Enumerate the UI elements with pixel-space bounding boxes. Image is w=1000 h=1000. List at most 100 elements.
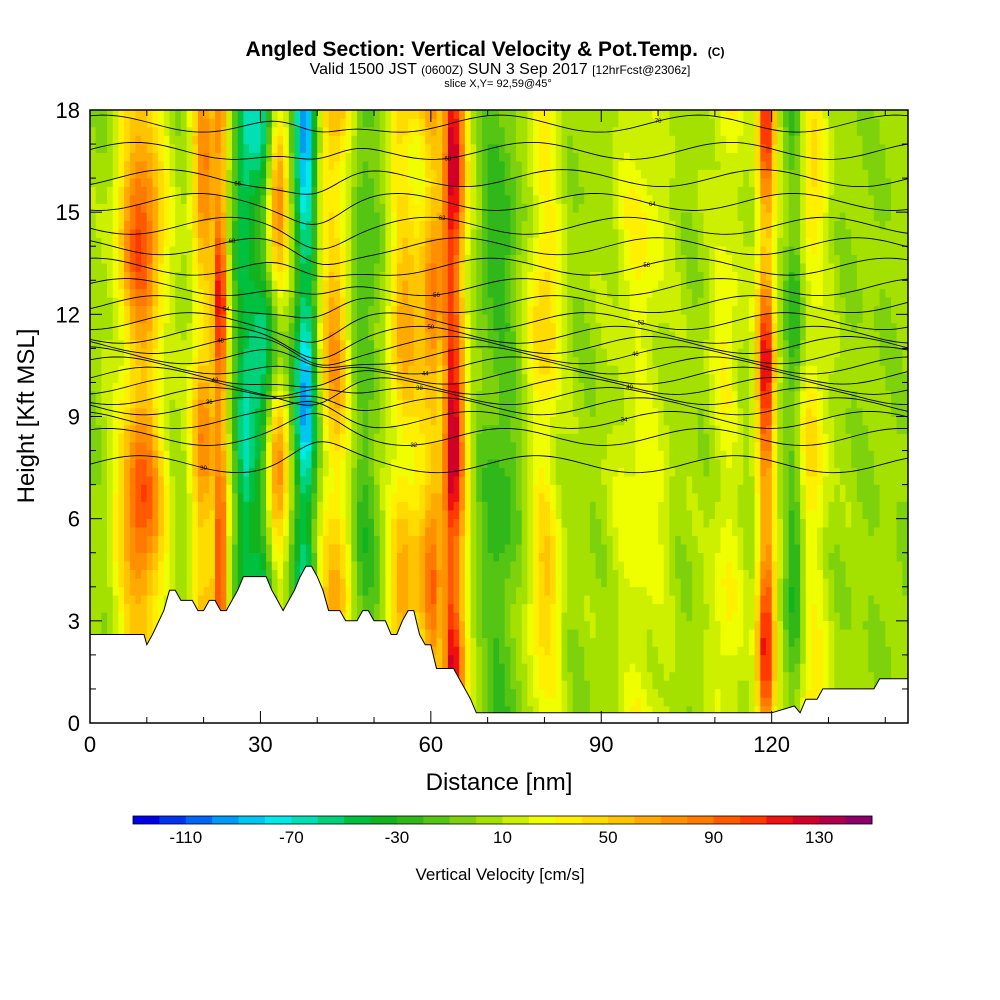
velocity-cell [641,492,648,502]
velocity-cell [879,441,886,451]
velocity-cell [271,492,279,502]
velocity-cell [163,433,171,443]
velocity-cell [425,595,432,605]
velocity-cell [476,535,483,545]
velocity-cell [868,492,875,502]
velocity-cell [101,484,108,494]
velocity-cell [311,458,318,468]
velocity-cell [624,543,631,554]
velocity-cell [618,646,625,656]
velocity-cell [873,552,881,562]
velocity-cell [783,560,790,571]
velocity-cell [447,424,455,434]
velocity-cell [783,595,790,605]
velocity-cell [271,467,279,477]
velocity-cell [851,612,858,622]
velocity-cell [873,509,881,520]
velocity-cell [692,646,699,656]
velocity-cell [845,450,852,460]
velocity-cell [425,475,432,485]
velocity-cell [351,492,358,502]
velocity-cell [845,475,852,485]
velocity-cell [635,424,642,434]
velocity-cell [606,467,614,477]
velocity-cell [731,637,739,647]
velocity-cell [464,424,472,434]
velocity-cell [658,705,665,715]
velocity-cell [385,475,392,485]
velocity-cell [368,484,375,494]
velocity-cell [163,458,171,468]
velocity-cell [118,509,125,520]
velocity-cell [748,441,756,451]
velocity-cell [578,424,585,434]
velocity-cell [95,569,102,579]
velocity-cell [788,501,795,511]
velocity-cell [385,543,392,554]
velocity-cell [731,552,739,562]
velocity-cell [697,475,705,485]
velocity-cell [879,543,886,554]
velocity-cell [442,578,449,588]
velocity-cell [891,535,898,545]
velocity-cell [885,612,892,622]
velocity-cell [396,586,404,596]
velocity-cell [595,603,602,613]
velocity-cell [209,552,216,562]
velocity-cell [561,663,568,673]
velocity-cell [555,450,563,460]
velocity-cell [283,501,290,511]
velocity-cell [453,501,460,511]
velocity-cell [885,433,892,443]
velocity-cell [504,654,511,664]
velocity-cell [635,603,642,613]
velocity-cell [527,680,534,690]
velocity-cell [504,467,511,477]
velocity-cell [629,450,636,460]
velocity-cell [260,441,267,451]
velocity-cell [618,705,625,715]
velocity-cell [777,535,784,545]
velocity-cell [589,526,597,537]
velocity-cell [379,612,386,622]
velocity-cell [146,475,154,485]
velocity-cell [163,586,171,596]
velocity-cell [413,603,421,613]
velocity-cell [442,467,449,477]
velocity-cell [658,586,665,596]
velocity-cell [146,543,154,554]
velocity-cell [760,450,767,460]
velocity-cell [862,501,869,511]
velocity-cell [652,552,659,562]
velocity-cell [408,433,415,443]
velocity-cell [220,458,227,468]
velocity-cell [561,603,568,613]
velocity-cell [476,560,483,571]
velocity-cell [868,663,875,673]
velocity-cell [766,646,773,656]
velocity-cell [629,595,636,605]
velocity-cell [555,612,563,622]
velocity-cell [453,450,460,460]
velocity-cell [544,637,551,647]
velocity-cell [107,467,114,477]
velocity-cell [800,475,807,485]
velocity-cell [777,450,784,460]
velocity-cell [612,586,619,596]
velocity-cell [550,424,557,434]
velocity-cell [584,680,591,690]
velocity-cell [584,569,591,579]
velocity-cell [788,637,795,647]
velocity-cell [209,433,216,443]
velocity-cell [538,586,546,596]
velocity-cell [237,543,244,554]
velocity-cell [629,569,636,579]
velocity-cell [856,578,864,588]
velocity-cell [487,433,494,443]
velocity-cell [544,526,551,537]
velocity-cell [141,441,148,451]
velocity-cell [646,654,653,664]
velocity-cell [896,603,903,613]
velocity-cell [271,552,279,562]
velocity-cell [686,441,693,451]
